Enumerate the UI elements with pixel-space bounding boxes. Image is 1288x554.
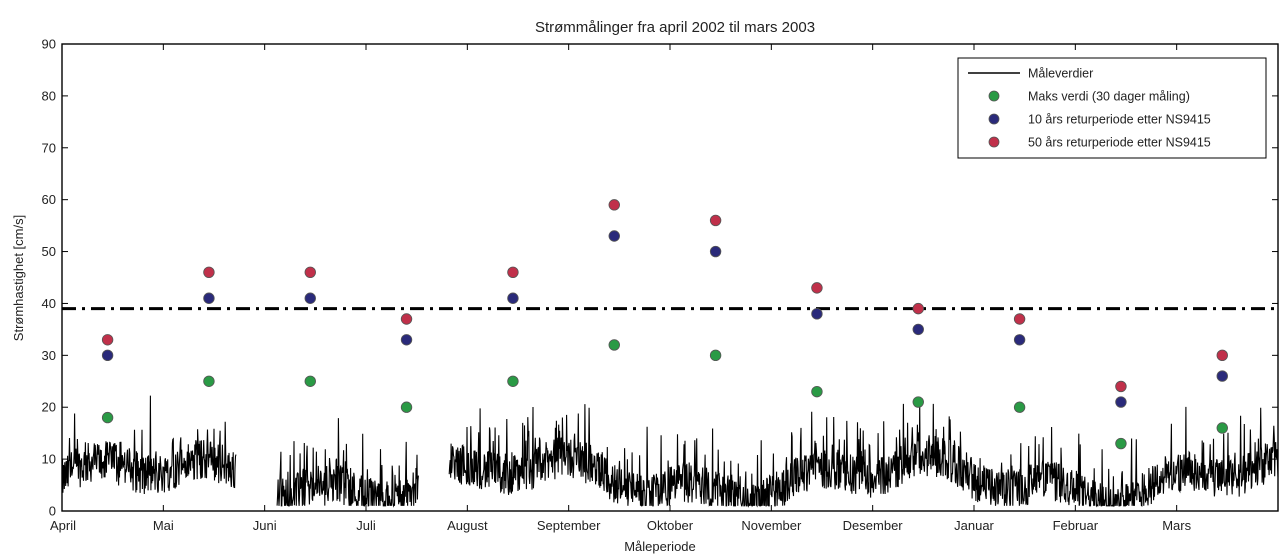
- series-1-point: [304, 375, 316, 387]
- series-2-point: [1216, 370, 1228, 382]
- x-tick-label: September: [537, 518, 601, 533]
- x-tick-label: Januar: [954, 518, 994, 533]
- series-1-point: [101, 411, 114, 424]
- measurement-trace: [61, 395, 237, 495]
- series-2-point: [912, 323, 924, 336]
- series-3-point: [709, 214, 722, 227]
- x-tick-label: Juli: [356, 518, 376, 533]
- x-tick-label: April: [50, 518, 76, 533]
- series-2-point: [1115, 396, 1127, 408]
- series-3-point: [507, 266, 519, 279]
- series-1-point: [811, 385, 823, 398]
- y-tick-label: 60: [42, 192, 56, 207]
- x-tick-label: Desember: [843, 518, 904, 533]
- series-3-point: [203, 266, 215, 279]
- series-1-point: [1115, 437, 1127, 450]
- x-tick-label: November: [741, 518, 802, 533]
- x-tick-label: Oktober: [647, 518, 694, 533]
- series-2-point: [101, 349, 114, 362]
- y-tick-label: 90: [42, 37, 56, 52]
- series-1-point: [400, 401, 413, 413]
- series-1-point: [507, 375, 519, 387]
- measurement-trace: [448, 401, 1279, 508]
- series-2-point: [304, 292, 316, 304]
- x-tick-label: August: [447, 518, 488, 533]
- series-3-point: [101, 334, 114, 346]
- y-axis-label: Strømhastighet [cm/s]: [11, 215, 26, 341]
- series-1-point: [912, 396, 924, 408]
- series-3-point: [811, 282, 823, 294]
- legend-dot-swatch: [988, 136, 1000, 148]
- series-1-point: [1216, 422, 1228, 434]
- series-2-point: [400, 334, 413, 346]
- series-3-point: [1013, 313, 1026, 325]
- x-tick-label: Mars: [1162, 518, 1191, 533]
- series-3-point: [400, 313, 413, 325]
- series-2-point: [203, 292, 215, 304]
- legend-dot-swatch: [988, 90, 1000, 102]
- series-3-point: [1216, 349, 1228, 362]
- legend-label: 10 års returperiode etter NS9415: [1028, 113, 1211, 127]
- series-2-point: [608, 230, 620, 242]
- y-tick-label: 20: [42, 400, 56, 415]
- series-1-point: [709, 349, 722, 362]
- chart-title: Strømmålinger fra april 2002 til mars 20…: [535, 19, 815, 36]
- y-tick-label: 30: [42, 348, 56, 363]
- y-tick-label: 80: [42, 88, 56, 103]
- series-2-point: [507, 292, 519, 304]
- series-1-point: [203, 375, 215, 387]
- plot-area: 0 10 20 30 40 50 60 70 80 90 April Mai Juni Juli Augus…: [42, 37, 1279, 533]
- legend-dot-swatch: [988, 113, 1000, 125]
- y-tick-label: 70: [42, 140, 56, 155]
- series-1-point: [608, 339, 620, 351]
- legend-label: Maks verdi (30 dager måling): [1028, 90, 1190, 104]
- y-tick-label: 0: [49, 504, 56, 519]
- x-tick-label: Mai: [153, 518, 174, 533]
- series-2-point: [811, 308, 823, 320]
- y-tick-label: 50: [42, 244, 56, 259]
- measurement-trace: [276, 418, 419, 508]
- series-2-point: [709, 245, 722, 258]
- x-tick-label: Februar: [1053, 518, 1099, 533]
- y-tick-label: 40: [42, 296, 56, 311]
- legend-box: [957, 57, 1267, 159]
- series-3-point: [304, 266, 316, 279]
- series-3-point: [912, 302, 924, 315]
- y-tick-label: 10: [42, 452, 56, 467]
- series-3-point: [608, 199, 620, 211]
- x-tick-label: Juni: [253, 518, 277, 533]
- series-3-point: [1115, 380, 1127, 393]
- legend-label: 50 års returperiode etter NS9415: [1028, 136, 1211, 150]
- legend: Måleverdier Maks verdi (30 dager måling) 1…: [957, 57, 1267, 159]
- series-1-point: [1013, 401, 1026, 413]
- legend-label: Måleverdier: [1028, 67, 1093, 81]
- series-2-point: [1013, 334, 1026, 346]
- x-axis-label: Måleperiode: [624, 539, 696, 554]
